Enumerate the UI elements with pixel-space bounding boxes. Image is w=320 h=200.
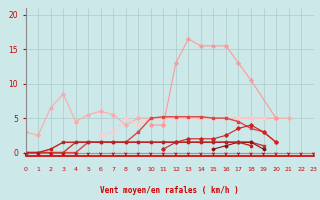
X-axis label: Vent moyen/en rafales ( km/h ): Vent moyen/en rafales ( km/h ) <box>100 186 239 195</box>
